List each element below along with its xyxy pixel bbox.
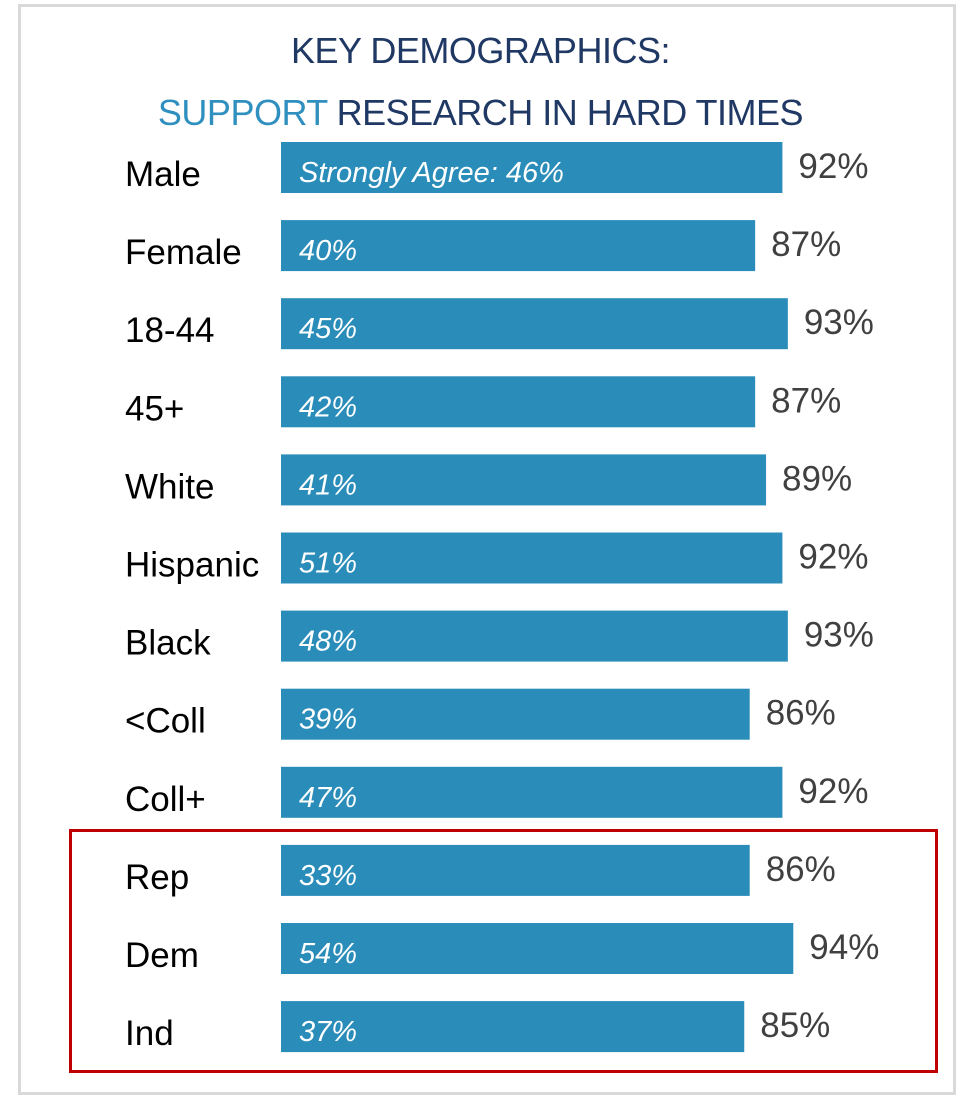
total-label-male: 92% [798,147,868,186]
strongly-agree-label-18-44: 45% [299,313,357,345]
bar-dem [281,923,794,974]
total-label-rep: 86% [766,850,836,889]
chart-title-line2: SUPPORT RESEARCH IN HARD TIMES [0,92,961,134]
bar-black [281,610,788,662]
bar-45 [281,376,756,428]
category-label-female: Female [125,233,242,272]
category-label-coll: <Coll [125,702,206,741]
bar-ind [281,1001,745,1053]
total-label-female: 87% [771,225,841,264]
title-accent-word: SUPPORT [157,92,328,133]
strongly-agree-label-hispanic: 51% [299,548,357,580]
strongly-agree-label-male: Strongly Agree: 46% [299,157,564,189]
total-label-coll: 92% [798,772,868,811]
strongly-agree-label-coll: 47% [299,782,357,814]
strongly-agree-label-dem: 54% [299,938,357,970]
total-label-black: 93% [804,616,874,655]
category-label-rep: Rep [125,858,189,897]
bar-rep [281,844,750,896]
total-label-ind: 85% [760,1006,830,1045]
category-label-coll: Coll+ [125,780,206,819]
total-label-coll: 86% [766,694,836,733]
bar-white [281,454,767,506]
bar-male [281,142,783,193]
total-label-45: 87% [771,381,841,420]
category-label-male: Male [125,155,201,194]
total-label-hispanic: 92% [798,538,868,577]
strongly-agree-label-female: 40% [299,235,357,267]
bar-coll [281,688,750,740]
bar-hispanic [281,532,783,584]
strongly-agree-label-coll: 39% [299,704,357,736]
total-label-white: 89% [782,459,852,498]
title-rest: RESEARCH IN HARD TIMES [327,92,804,133]
chart-title-line1: KEY DEMOGRAPHICS: [291,30,670,71]
category-label-ind: Ind [125,1014,174,1053]
category-label-45: 45+ [125,389,184,428]
bar-female [281,220,756,272]
bar-18-44 [281,298,788,350]
category-label-black: Black [125,624,211,663]
strongly-agree-label-black: 48% [299,626,357,658]
category-label-hispanic: Hispanic [125,546,259,585]
category-label-white: White [125,467,214,506]
chart-frame [18,4,956,1095]
strongly-agree-label-45: 42% [299,391,357,423]
strongly-agree-label-white: 41% [299,469,357,501]
total-label-18-44: 93% [804,303,874,342]
party-highlight-box [69,829,938,1073]
category-label-dem: Dem [125,936,199,975]
category-label-18-44: 18-44 [125,311,215,350]
total-label-dem: 94% [809,928,879,967]
strongly-agree-label-ind: 37% [299,1016,357,1048]
strongly-agree-label-rep: 33% [299,860,357,892]
bar-coll [281,766,783,818]
